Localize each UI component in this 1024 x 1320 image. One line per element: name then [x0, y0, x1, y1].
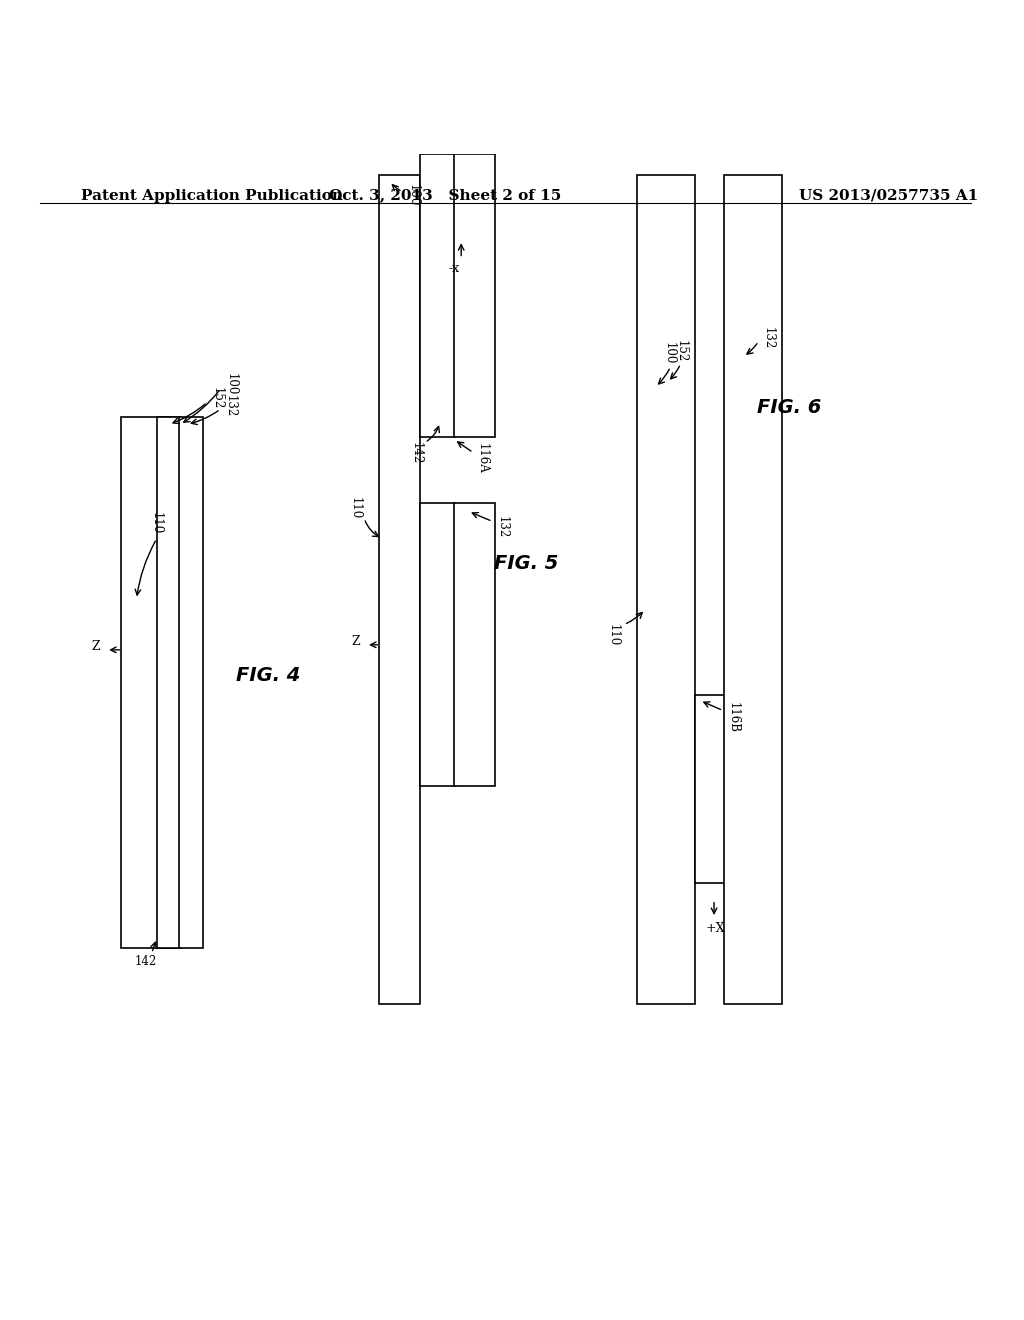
- Text: 110: 110: [349, 498, 361, 519]
- Text: 152: 152: [210, 387, 223, 409]
- Text: +X: +X: [706, 921, 725, 935]
- Text: FIG. 4: FIG. 4: [236, 665, 300, 685]
- Text: Patent Application Publication: Patent Application Publication: [81, 189, 343, 203]
- Text: 110: 110: [150, 512, 163, 535]
- Bar: [637, 174, 695, 1005]
- Text: US 2013/0257735 A1: US 2013/0257735 A1: [799, 189, 978, 203]
- Text: -x: -x: [449, 263, 459, 275]
- Bar: [379, 174, 420, 1005]
- Text: Z: Z: [92, 640, 100, 653]
- Text: FIG. 6: FIG. 6: [757, 397, 821, 417]
- Text: FIG. 5: FIG. 5: [494, 554, 558, 573]
- Text: 100: 100: [224, 372, 238, 395]
- Bar: [454, 503, 495, 787]
- Text: 152: 152: [675, 341, 687, 363]
- Text: 142: 142: [410, 441, 423, 463]
- Bar: [420, 154, 456, 437]
- Text: 100: 100: [407, 183, 420, 206]
- Bar: [695, 696, 726, 883]
- Text: Oct. 3, 2013   Sheet 2 of 15: Oct. 3, 2013 Sheet 2 of 15: [329, 189, 561, 203]
- Bar: [420, 503, 456, 787]
- Text: 142: 142: [134, 954, 157, 968]
- Text: 116B: 116B: [726, 702, 739, 733]
- Text: 132: 132: [223, 395, 237, 417]
- Bar: [454, 154, 495, 437]
- Text: 100: 100: [663, 342, 676, 364]
- Text: Z: Z: [351, 635, 360, 648]
- Text: 132: 132: [496, 516, 509, 539]
- Bar: [122, 417, 177, 948]
- Text: 116A: 116A: [475, 444, 488, 474]
- Text: 132: 132: [762, 327, 774, 350]
- Bar: [179, 417, 204, 948]
- Bar: [157, 417, 181, 948]
- Bar: [724, 174, 781, 1005]
- Text: 110: 110: [607, 623, 620, 645]
